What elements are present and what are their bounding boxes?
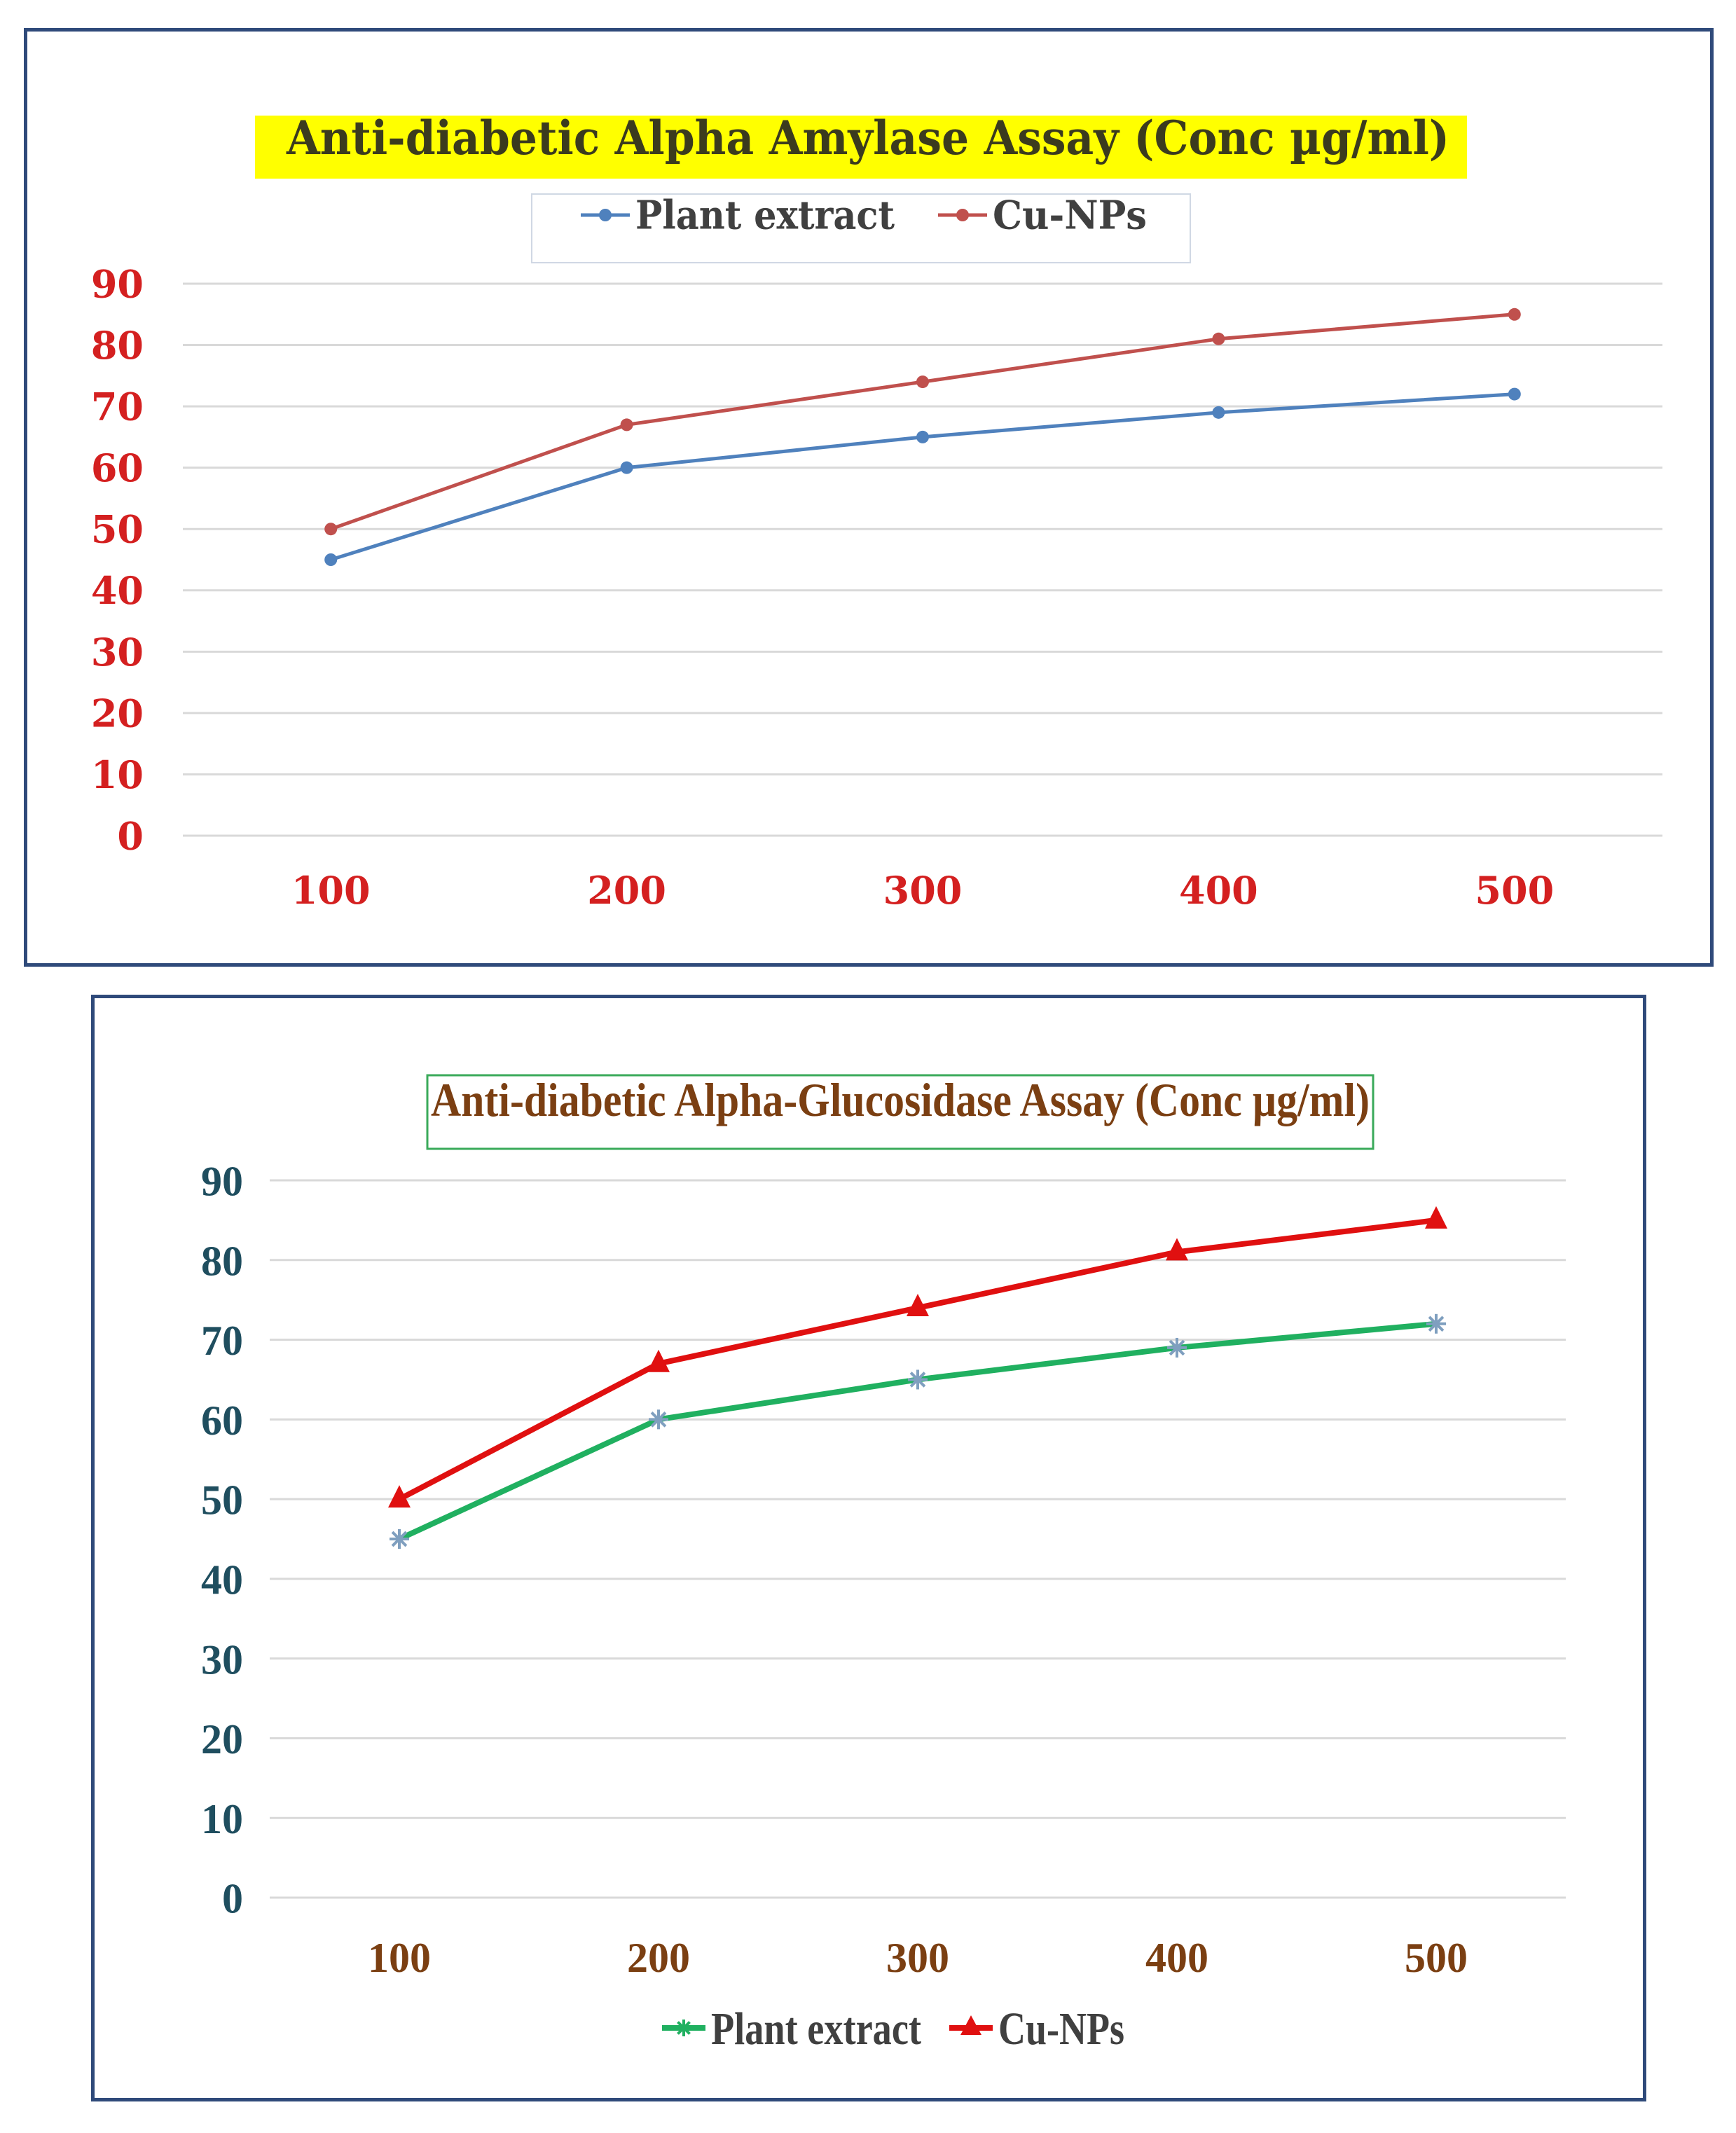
x-tick-label: 500 [1475, 868, 1554, 913]
legend-item-cu-nps: Cu-NPs [938, 193, 1147, 239]
x-tick-label: 400 [1179, 868, 1258, 913]
x-tick-label: 200 [627, 1935, 690, 1981]
x-tick-label: 500 [1405, 1935, 1468, 1981]
y-tick-label: 50 [201, 1477, 243, 1524]
data-point-plant-extract [916, 430, 929, 443]
data-point-cu-nps [1166, 1238, 1188, 1261]
data-point-plant-extract [324, 553, 338, 566]
data-point-plant-extract [1212, 406, 1225, 419]
legend-marker [599, 209, 612, 221]
x-tick-label: 100 [368, 1935, 431, 1981]
y-tick-label: 10 [201, 1796, 243, 1842]
y-tick-label: 0 [117, 813, 144, 858]
legend-label: Plant extract [635, 193, 895, 239]
y-tick-label: 40 [201, 1556, 243, 1603]
legend: Plant extract Cu-NPs [662, 2003, 1124, 2055]
data-point-plant-extract [908, 1369, 928, 1390]
y-tick-label: 20 [91, 691, 144, 736]
legend-item-plant-extract: Plant extract [662, 2003, 921, 2055]
data-point-cu-nps [388, 1485, 411, 1508]
data-point-cu-nps [647, 1349, 670, 1372]
y-tick-label: 80 [201, 1238, 243, 1284]
amylase-chart-panel: Anti-diabetic Alpha Amylase Assay (Conc … [24, 28, 1714, 967]
y-tick-label: 60 [91, 446, 144, 490]
title-highlight [255, 116, 1467, 179]
y-tick-label: 40 [91, 568, 144, 613]
data-point-cu-nps [916, 375, 929, 389]
y-tick-label: 0 [222, 1876, 243, 1922]
series-line-cu-nps [398, 1217, 1437, 1502]
chart-title: Anti-diabetic Alpha Amylase Assay (Conc … [286, 111, 1449, 165]
x-tick-label: 400 [1145, 1935, 1208, 1981]
series-line-plant-extract [398, 1320, 1437, 1542]
y-tick-label: 10 [91, 752, 144, 797]
legend: Plant extract Cu-NPs [531, 193, 1191, 263]
legend-label: Plant extract [711, 2003, 921, 2055]
data-point-plant-extract [1508, 387, 1521, 401]
legend-marker [956, 209, 969, 221]
legend-item-plant-extract: Plant extract [581, 193, 895, 239]
y-tick-label: 90 [201, 1159, 243, 1205]
data-point-cu-nps [1425, 1206, 1447, 1229]
data-point-cu-nps [1212, 332, 1225, 345]
y-tick-label: 90 [91, 261, 144, 306]
title-border [426, 1074, 1375, 1150]
x-tick-label: 300 [883, 868, 963, 913]
legend-item-cu-nps: Cu-NPs [949, 2003, 1124, 2055]
y-tick-label: 30 [201, 1636, 243, 1683]
data-point-plant-extract [1167, 1337, 1187, 1358]
y-tick-label: 20 [201, 1716, 243, 1762]
data-point-cu-nps [1508, 308, 1521, 321]
y-tick-label: 70 [201, 1318, 243, 1364]
y-tick-label: 30 [91, 630, 144, 675]
legend-label: Cu-NPs [998, 2003, 1124, 2055]
data-point-plant-extract [390, 1529, 409, 1549]
y-tick-label: 60 [201, 1397, 243, 1444]
y-tick-label: 70 [91, 385, 144, 429]
y-tick-label: 80 [91, 323, 144, 368]
data-point-plant-extract [1426, 1313, 1446, 1334]
y-tick-label: 50 [91, 507, 144, 552]
series-line-plant-extract [330, 392, 1515, 562]
glucosidase-chart-panel: Anti-diabetic Alpha-Glucosidase Assay (C… [91, 995, 1646, 2101]
data-point-cu-nps [907, 1294, 929, 1317]
glucosidase-chart: Anti-diabetic Alpha-Glucosidase Assay (C… [201, 1073, 1566, 2055]
x-tick-label: 300 [886, 1935, 949, 1981]
data-point-cu-nps [620, 418, 633, 432]
amylase-chart: Anti-diabetic Alpha Amylase Assay (Conc … [91, 111, 1662, 913]
x-tick-label: 100 [291, 868, 371, 913]
series-line-cu-nps [330, 312, 1515, 531]
data-point-cu-nps [324, 523, 338, 536]
legend-marker [675, 2020, 692, 2036]
x-tick-label: 200 [587, 868, 666, 913]
data-point-plant-extract [649, 1409, 668, 1430]
legend-box [531, 193, 1191, 263]
data-point-plant-extract [620, 461, 633, 474]
chart-title: Anti-diabetic Alpha-Glucosidase Assay (C… [431, 1073, 1370, 1126]
legend-marker [960, 2015, 981, 2035]
legend-label: Cu-NPs [993, 193, 1147, 239]
